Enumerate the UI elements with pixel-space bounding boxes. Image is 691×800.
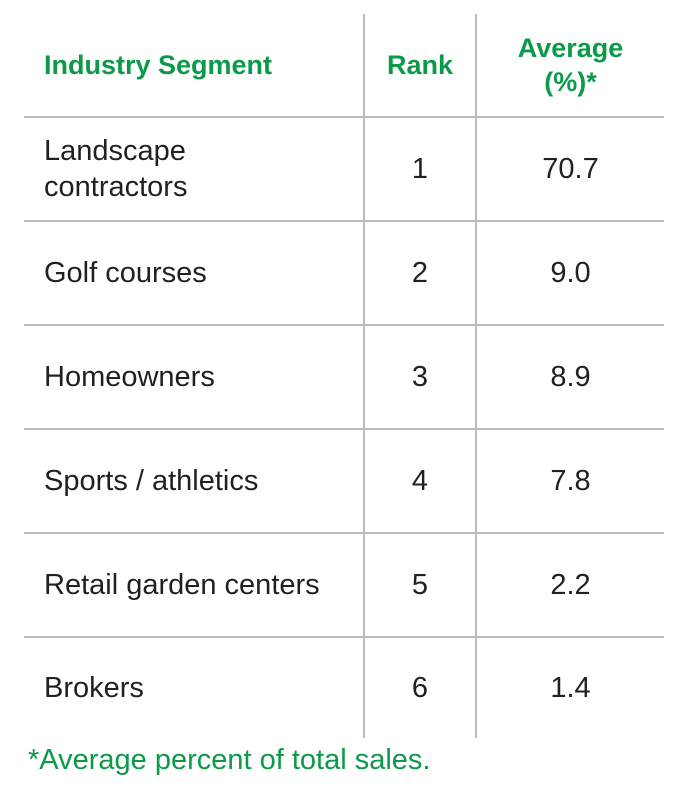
header-average-line1: Average [517,33,624,63]
rank-cell: 3 [363,324,476,429]
rank-cell: 2 [363,220,476,325]
average-cell: 70.7 [475,116,664,221]
average-cell: 8.9 [475,324,664,429]
header-row: Industry Segment Rank Average (%)* [24,14,664,117]
rank-cell: 1 [363,116,476,221]
table-row: Homeowners 3 8.9 [24,324,664,429]
table-row: Brokers 6 1.4 [24,636,664,738]
table-row: Sports / athletics 4 7.8 [24,428,664,533]
segment-cell: Golf courses [24,220,364,325]
segment-line2: contractors [44,171,188,203]
segment-cell: Homeowners [24,324,364,429]
segment-line1: Landscape [44,135,186,167]
average-cell: 2.2 [475,532,664,637]
rank-cell: 5 [363,532,476,637]
table-row: Golf courses 2 9.0 [24,220,664,325]
rank-cell: 4 [363,428,476,533]
rank-cell: 6 [363,636,476,738]
header-average: Average (%)* [475,14,664,117]
table-row: Landscape contractors 1 70.7 [24,116,664,221]
header-average-line2: (%)* [544,67,597,97]
segment-cell: Retail garden centers [24,532,364,637]
industry-segment-table: Industry Segment Rank Average (%)* Lands… [24,14,664,738]
average-cell: 7.8 [475,428,664,533]
table-footnote: *Average percent of total sales. [28,744,431,776]
header-rank: Rank [363,14,476,117]
average-cell: 1.4 [475,636,664,738]
header-industry-segment: Industry Segment [44,50,273,80]
average-cell: 9.0 [475,220,664,325]
data-table: Industry Segment Rank Average (%)* Lands… [24,14,664,738]
table-row: Retail garden centers 5 2.2 [24,532,664,637]
segment-cell: Landscape contractors [24,116,364,221]
segment-cell: Brokers [24,636,364,738]
segment-cell: Sports / athletics [24,428,364,533]
